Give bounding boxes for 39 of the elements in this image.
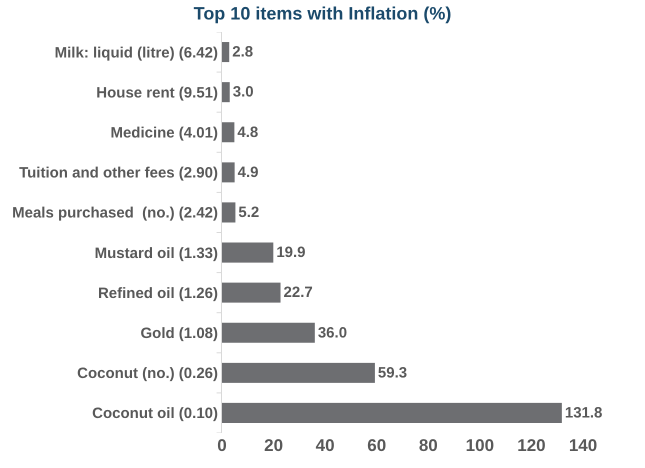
y-tick-label: Gold (1.08) <box>140 325 218 342</box>
data-label: 22.7 <box>284 284 313 302</box>
data-label: 131.8 <box>564 404 602 422</box>
bar <box>222 42 230 62</box>
data-label: 59.3 <box>378 364 408 382</box>
y-tick-label: Tuition and other fees (2.90) <box>19 164 218 182</box>
data-label: 19.9 <box>276 244 306 262</box>
y-tick-label: Coconut (no.) (0.26) <box>77 365 218 382</box>
x-tick-label: 40 <box>316 436 335 455</box>
y-tick-label: Meals purchased (no.) (2.42) <box>12 204 218 222</box>
y-tick-label: Mustard oil (1.33) <box>94 244 218 262</box>
bar <box>222 242 274 263</box>
y-tick-label: House rent (9.51) <box>96 84 218 102</box>
chart-title: Top 10 items with Inflation (%) <box>194 4 452 24</box>
bar <box>222 82 230 102</box>
data-label: 2.8 <box>232 44 254 61</box>
y-tick-label: Medicine (4.01) <box>110 124 218 142</box>
data-label: 5.2 <box>238 204 260 221</box>
y-tick-label: Coconut oil (0.10) <box>92 405 218 422</box>
data-label: 4.8 <box>237 124 258 141</box>
bar <box>222 322 315 343</box>
y-tick-label: Milk: liquid (litre) (6.42) <box>54 44 218 62</box>
x-tick-label: 80 <box>418 436 438 455</box>
x-tick-label: 60 <box>367 436 386 455</box>
bar <box>222 282 281 303</box>
y-tick-label: Refined oil (1.26) <box>98 284 218 302</box>
bar <box>222 202 236 222</box>
data-label: 3.0 <box>232 84 254 101</box>
x-tick-label: 100 <box>466 436 494 455</box>
x-tick-label: 140 <box>568 436 598 455</box>
x-tick-label: 120 <box>517 436 546 455</box>
bar <box>222 162 235 182</box>
bar <box>222 122 234 142</box>
x-tick-label: 0 <box>217 436 227 455</box>
x-tick-label: 20 <box>264 436 284 455</box>
bar <box>222 402 562 423</box>
bar <box>222 362 375 383</box>
data-label: 36.0 <box>318 324 348 342</box>
data-label: 4.9 <box>238 164 258 181</box>
